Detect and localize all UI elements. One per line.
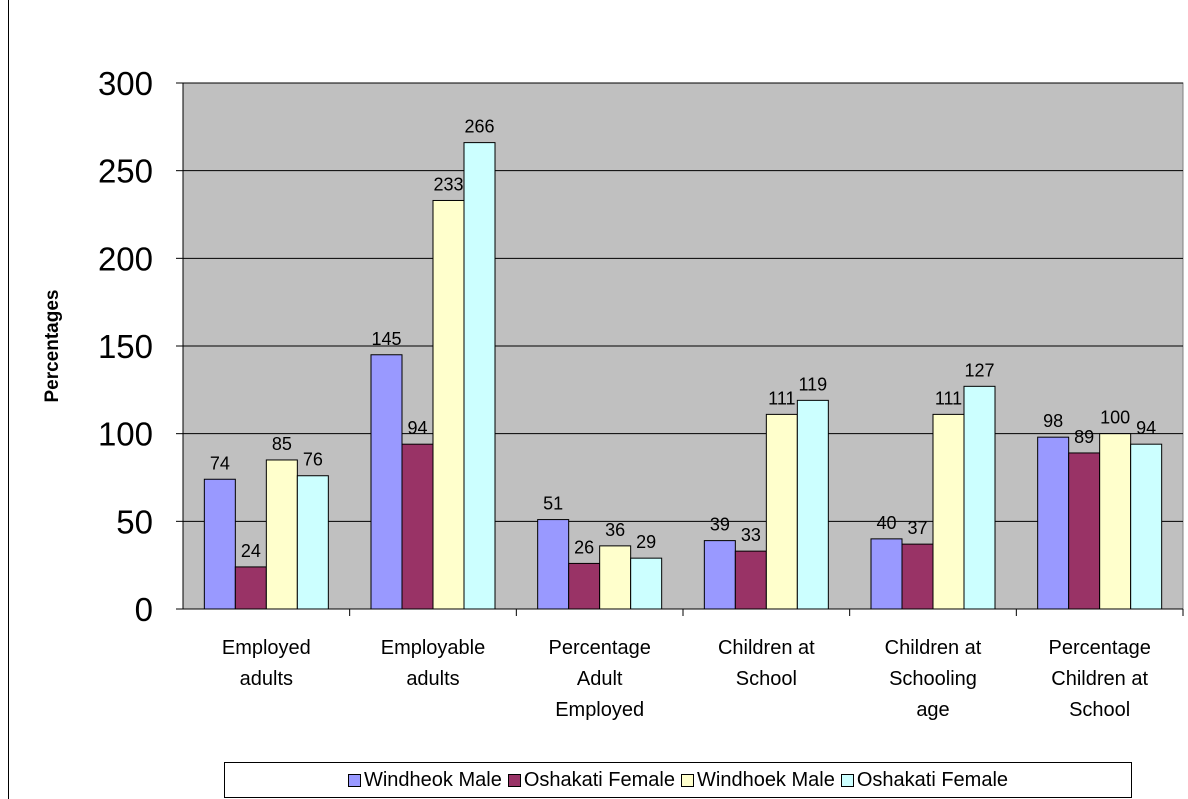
x-category-label: Adult <box>577 668 623 690</box>
data-label: 119 <box>798 374 827 394</box>
data-label: 33 <box>741 525 761 545</box>
bar <box>203 478 236 610</box>
bar <box>537 519 570 610</box>
legend-item: Oshakati Female <box>507 768 675 792</box>
x-category-label: Employed <box>222 637 311 659</box>
bar <box>703 540 736 610</box>
data-label: 100 <box>1100 408 1130 428</box>
bar <box>568 562 601 610</box>
x-category-label: Percentage <box>549 637 651 659</box>
bar <box>599 545 632 610</box>
x-category-label: Children at <box>718 637 815 659</box>
data-label: 94 <box>407 418 427 438</box>
legend-swatch <box>840 773 854 787</box>
data-label: 37 <box>907 518 927 538</box>
bar <box>765 413 798 610</box>
bar <box>432 199 465 610</box>
data-label: 233 <box>433 174 463 194</box>
bar <box>370 354 403 610</box>
legend: Windheok Male Oshakati Female Windhoek Mal… <box>224 762 1132 798</box>
data-label: 40 <box>876 513 896 533</box>
data-label: 85 <box>272 434 292 454</box>
legend-label: Oshakati Female <box>523 768 675 791</box>
bar <box>630 557 663 610</box>
y-tick-label: 100 <box>98 416 153 453</box>
legend-label: Oshakati Female <box>856 768 1009 791</box>
bar <box>870 538 903 610</box>
frame-border <box>8 0 9 799</box>
data-label: 76 <box>303 450 323 470</box>
bar <box>401 443 434 610</box>
x-category-label: Children at <box>1051 668 1148 690</box>
bar <box>734 550 767 610</box>
bar <box>1130 443 1163 610</box>
data-label: 266 <box>464 117 494 137</box>
x-category-label: age <box>916 699 949 721</box>
legend-item: Windhoek Male <box>681 769 835 792</box>
legend-label: Windheok Male <box>363 768 502 791</box>
data-label: 26 <box>574 537 594 557</box>
legend-item: Windheok Male <box>347 768 502 792</box>
y-tick-label: 0 <box>135 591 153 628</box>
x-category-label: School <box>736 668 797 690</box>
legend-swatch <box>681 773 694 787</box>
data-label: 74 <box>210 453 230 473</box>
bar <box>932 413 965 610</box>
bar <box>1037 436 1070 610</box>
data-label: 24 <box>241 541 261 561</box>
bar <box>963 385 996 610</box>
data-label: 51 <box>543 494 563 514</box>
bar <box>796 399 829 610</box>
data-label: 39 <box>710 515 730 535</box>
data-label: 94 <box>1136 418 1156 438</box>
y-axis-label: Percentages <box>42 289 63 402</box>
data-label: 89 <box>1074 427 1094 447</box>
bar <box>296 475 329 610</box>
data-label: 29 <box>636 532 656 552</box>
bar <box>463 142 496 610</box>
bar <box>901 543 934 610</box>
x-category-label: Employable <box>381 637 486 659</box>
bar <box>265 459 298 610</box>
x-category-label: Employed <box>555 699 644 721</box>
x-category-label: Schooling <box>889 668 977 690</box>
data-label: 98 <box>1043 411 1063 431</box>
y-tick-label: 150 <box>98 328 153 365</box>
legend-swatch <box>347 773 361 787</box>
bar <box>234 566 267 610</box>
bar <box>1099 433 1132 610</box>
legend-swatch <box>507 773 521 787</box>
x-category-label: Percentage <box>1049 637 1151 659</box>
bar-chart: 0 50 100 150 200 250 300 Percentages 74 24 85 76 Emp… <box>42 65 1184 721</box>
data-label: 127 <box>964 360 994 380</box>
x-category-label: Children at <box>885 637 982 659</box>
bar <box>1068 452 1101 610</box>
y-tick-label: 250 <box>98 153 153 190</box>
data-label: 36 <box>605 520 625 540</box>
legend-item: Oshakati Female <box>840 768 1009 792</box>
y-tick-label: 50 <box>116 503 153 540</box>
legend-label: Windhoek Male <box>697 768 835 791</box>
y-tick-label: 300 <box>98 65 153 102</box>
data-label: 111 <box>935 388 962 408</box>
x-category-label: School <box>1069 699 1130 721</box>
x-category-label: adults <box>240 668 293 690</box>
x-category-label: adults <box>406 668 459 690</box>
data-label: 111 <box>768 388 795 408</box>
y-tick-label: 200 <box>98 240 153 277</box>
data-label: 145 <box>371 329 401 349</box>
